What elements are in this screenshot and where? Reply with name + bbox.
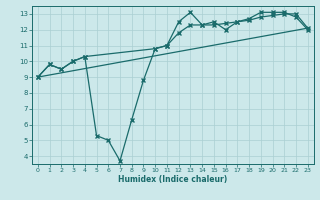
X-axis label: Humidex (Indice chaleur): Humidex (Indice chaleur) xyxy=(118,175,228,184)
